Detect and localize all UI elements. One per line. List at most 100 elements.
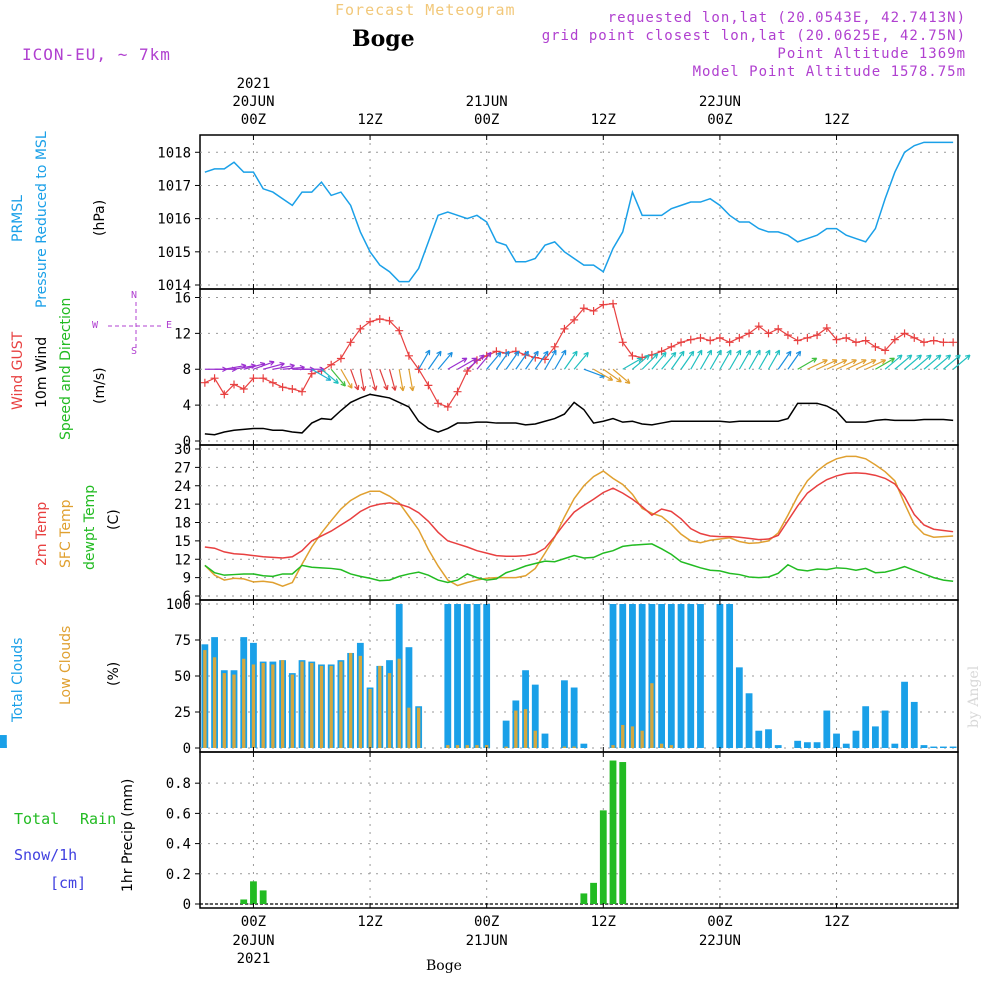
gust-mark <box>443 402 452 411</box>
ytick-label-3-3: 75 <box>174 633 191 649</box>
low-cloud-bar <box>378 665 382 748</box>
low-cloud-bar <box>358 655 362 748</box>
precip-bar <box>599 810 607 904</box>
gust-mark <box>832 335 841 344</box>
low-cloud-bar <box>465 745 469 748</box>
wind-arrow <box>933 354 952 370</box>
total-cloud-bar <box>541 733 549 748</box>
low-cloud-bar <box>640 730 644 748</box>
gust-mark <box>288 384 297 393</box>
wind-arrow <box>437 351 453 370</box>
wind-arrow <box>253 360 275 370</box>
total-cloud-bar <box>726 604 734 748</box>
wind-arrow <box>777 350 792 370</box>
sfc-line <box>204 455 954 588</box>
bottom-hour-label-5: 12Z <box>823 914 850 930</box>
low-cloud-bar <box>407 707 411 748</box>
ytick-label-0-3: 1017 <box>157 178 191 194</box>
gust-mark <box>366 317 375 326</box>
gust-mark <box>385 316 394 325</box>
ytick-label-2-3: 15 <box>174 534 191 550</box>
ytick-label-1-2: 8 <box>183 362 191 378</box>
low-cloud-bar <box>387 673 392 748</box>
top-hour-label-2: 00Z <box>474 112 500 128</box>
gust-mark <box>735 333 744 342</box>
ytick-label-1-0: 0 <box>183 434 191 450</box>
total-cloud-bar <box>638 604 646 748</box>
wind-arrow <box>729 349 742 370</box>
wind-arrow <box>758 349 771 370</box>
ytick-label-4-0: 0 <box>183 897 191 913</box>
gust-mark <box>375 315 384 324</box>
precip-bar <box>580 893 588 904</box>
wind-arrow <box>816 359 838 370</box>
compass-w: W <box>92 320 99 331</box>
gust-mark <box>890 335 899 344</box>
wind-arrow <box>612 368 631 384</box>
top-date-label-0: 20JUN <box>232 94 275 110</box>
gust-mark <box>677 338 686 347</box>
low-cloud-bar <box>572 746 576 748</box>
low-cloud-bar <box>329 665 333 748</box>
total-cloud-bar <box>930 746 938 748</box>
total-cloud-bar <box>473 604 481 748</box>
gust-mark <box>842 333 851 342</box>
gust-mark <box>861 336 870 345</box>
wind-arrow <box>563 350 578 370</box>
wind-arrow <box>311 368 332 381</box>
wind-arrow <box>875 357 895 370</box>
wind-arrow <box>302 366 325 373</box>
total-cloud-bar <box>667 604 675 748</box>
gust-mark <box>774 324 783 333</box>
gust-mark <box>298 387 307 396</box>
gust-mark <box>803 333 812 342</box>
gust-mark <box>200 378 209 387</box>
gust-mark <box>579 304 588 313</box>
low-cloud-bar <box>222 673 226 748</box>
bottom-year-label: 2021 <box>236 951 271 967</box>
wind-arrow <box>748 349 761 370</box>
low-cloud-bar <box>368 688 372 748</box>
low-cloud-bar <box>348 652 353 748</box>
wind-arrow <box>913 354 932 370</box>
total-cloud-bar <box>502 720 510 748</box>
gust-mark <box>813 331 822 340</box>
total-cloud-bar <box>891 743 899 748</box>
gust-mark <box>327 360 336 369</box>
ytick-label-4-1: 0.2 <box>166 867 191 883</box>
wind-arrow <box>388 369 397 391</box>
ytick-label-2-1: 9 <box>183 571 191 587</box>
gust-mark <box>220 390 229 399</box>
gust-mark <box>268 378 277 387</box>
total-cloud-bar <box>463 604 471 748</box>
snow-unit: [cm] <box>50 874 87 892</box>
ytick-label-2-4: 18 <box>174 516 191 532</box>
compass-s: S <box>131 346 138 357</box>
wind-arrow <box>836 359 857 370</box>
ytick-label-2-7: 27 <box>174 460 191 476</box>
gust-mark <box>754 322 763 331</box>
total-cloud-bar <box>716 604 724 748</box>
wind-arrow <box>505 350 520 370</box>
wind-arrow <box>554 349 567 370</box>
model-altitude: Model Point Altitude 1578.75m <box>692 64 966 80</box>
wind-arrow <box>767 349 781 370</box>
location-title: Boge <box>352 26 415 52</box>
ytick-label-0-0: 1014 <box>157 278 191 294</box>
bottom-hour-label-0: 00Z <box>240 914 267 930</box>
ytick-label-2-5: 21 <box>174 497 191 513</box>
bottom-hour-label-3: 12Z <box>590 914 616 930</box>
top-hour-label-3: 12Z <box>590 112 616 128</box>
total-cloud-bar <box>881 710 889 748</box>
bottom-hour-label-1: 12Z <box>357 914 383 930</box>
gust-mark <box>249 374 258 383</box>
wind-arrow <box>632 354 650 370</box>
dew-line <box>204 543 954 584</box>
low-cloud-bar <box>417 707 421 748</box>
low-cloud-bar <box>562 746 567 748</box>
ytick-label-2-6: 24 <box>174 479 191 495</box>
bottom-hour-label-4: 00Z <box>707 914 733 930</box>
gust-mark <box>472 356 481 365</box>
top-hour-label-1: 12Z <box>357 112 383 128</box>
gust-mark <box>900 329 909 338</box>
